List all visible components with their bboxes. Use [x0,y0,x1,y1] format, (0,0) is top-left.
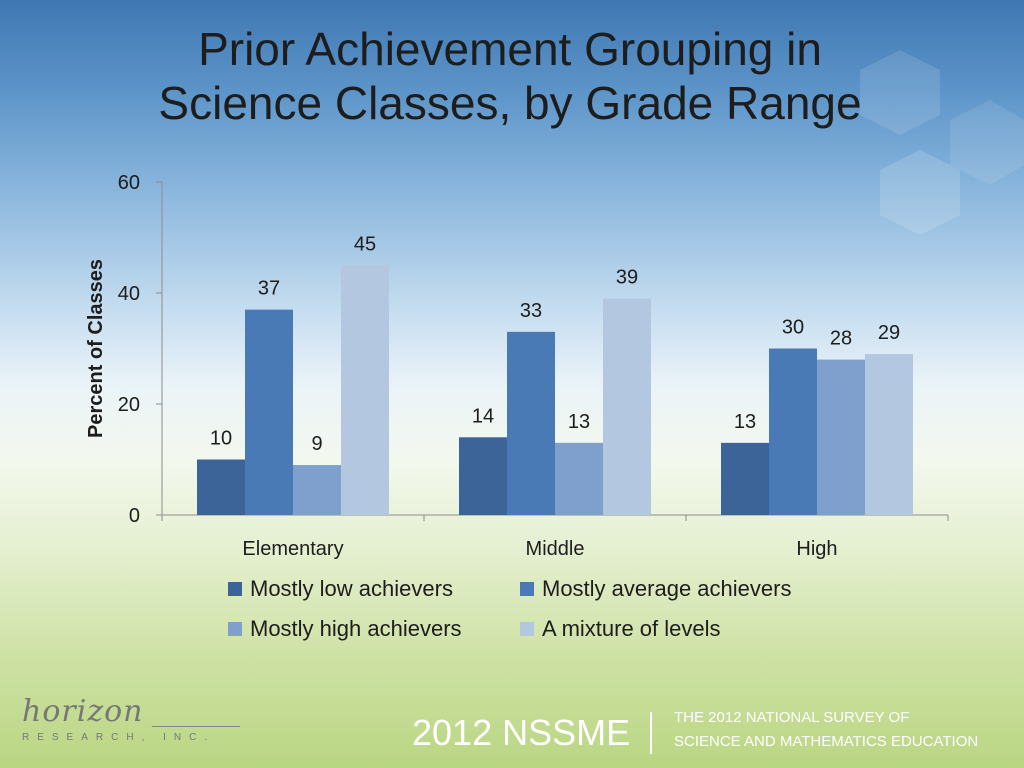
bar-chart: 0 20 40 60 Percent of Classes 10 37 9 45 Elementa… [85,172,949,560]
data-label-middle-series-1: 33 [520,300,542,322]
data-label-elementary-series-0: 10 [210,428,232,450]
y-tick-label-60: 60 [118,172,140,194]
bar-middle-series-3 [603,298,651,515]
x-tick-label-high: High [796,538,837,560]
footer-survey-line-2: SCIENCE AND MATHEMATICS EDUCATION [674,733,979,750]
data-label-high-series-1: 30 [782,317,804,339]
chart-title-line-1: Prior Achievement Grouping in [198,23,822,75]
logo-rule [152,726,240,727]
data-label-middle-series-0: 14 [472,405,494,427]
bar-elementary-series-2 [293,465,341,515]
logo-subtitle: RESEARCH, INC. [22,732,216,743]
bar-elementary-series-0 [197,459,245,515]
legend-item-low: Mostly low achievers [228,576,453,602]
footer-survey-line-1: THE 2012 NATIONAL SURVEY OF [674,709,910,726]
legend-label-average: Mostly average achievers [542,576,792,601]
legend-swatch-mixture [520,622,534,636]
bar-elementary-series-1 [245,309,293,515]
footer-divider [650,712,652,754]
data-label-elementary-series-3: 45 [354,233,376,255]
legend-item-average: Mostly average achievers [520,576,791,602]
data-label-middle-series-2: 13 [568,411,590,433]
legend-swatch-low [228,582,242,596]
bar-middle-series-2 [555,442,603,515]
legend-item-high: Mostly high achievers [228,616,462,642]
logo-wordmark: horizon [22,694,144,729]
hexagon-decoration [860,50,1024,235]
legend-label-mixture: A mixture of levels [542,616,721,641]
legend-swatch-high [228,622,242,636]
data-label-middle-series-3: 39 [616,267,638,289]
data-label-elementary-series-2: 9 [311,433,322,455]
y-tick-label-40: 40 [118,283,140,305]
x-tick-label-middle: Middle [526,538,585,560]
legend-item-mixture: A mixture of levels [520,616,721,642]
legend-label-low: Mostly low achievers [250,576,453,601]
chart-title-line-2: Science Classes, by Grade Range [158,77,862,129]
data-label-high-series-0: 13 [734,411,756,433]
data-label-high-series-2: 28 [830,328,852,350]
bar-high-series-0 [721,442,769,515]
bar-middle-series-1 [507,331,555,515]
bar-high-series-3 [865,354,913,515]
y-tick-label-0: 0 [129,505,140,527]
bar-middle-series-0 [459,437,507,515]
y-tick-label-20: 20 [118,394,140,416]
y-axis-label: Percent of Classes [85,259,107,438]
legend-swatch-average [520,582,534,596]
data-label-high-series-3: 29 [878,322,900,344]
chart-title: Prior Achievement Grouping in Science Cl… [60,22,960,130]
horizon-research-logo: horizon RESEARCH, INC. [22,694,242,750]
data-label-elementary-series-1: 37 [258,278,280,300]
bar-high-series-2 [817,359,865,515]
footer-survey-title: THE 2012 NATIONAL SURVEY OF SCIENCE AND … [674,706,978,754]
bar-high-series-1 [769,348,817,515]
legend-label-high: Mostly high achievers [250,616,462,641]
x-tick-label-elementary: Elementary [242,538,343,560]
bar-elementary-series-3 [341,265,389,515]
footer-brand: 2012 NSSME [412,712,631,753]
